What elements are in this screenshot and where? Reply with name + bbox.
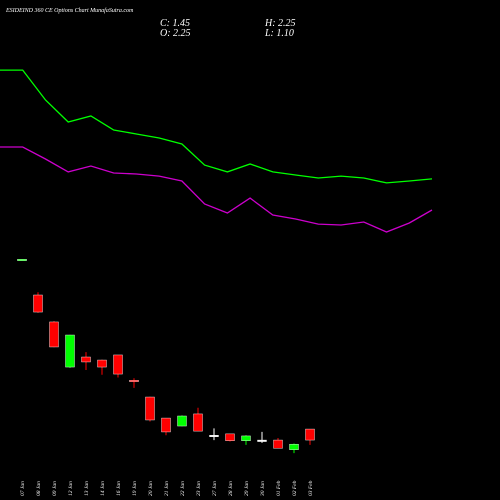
- candle-body: [273, 439, 283, 449]
- x-tick-label: 03 Feb: [308, 480, 314, 496]
- x-tick-label: 27 Jan: [212, 481, 218, 496]
- candle-body: [177, 415, 187, 427]
- x-tick-label: 12 Jan: [68, 481, 74, 496]
- candle-body: [17, 259, 27, 261]
- x-tick-label: 23 Jan: [196, 481, 202, 496]
- high-info: H: 2.25: [264, 18, 296, 29]
- candle-body: [33, 294, 43, 313]
- candle-body: [193, 413, 203, 432]
- candle-body: [129, 380, 139, 382]
- low-info: L: 1.10: [264, 28, 294, 39]
- candle-body: [305, 428, 315, 441]
- candle-body: [225, 433, 235, 441]
- x-tick-label: 19 Jan: [132, 481, 138, 496]
- x-tick-label: 22 Jan: [180, 481, 186, 496]
- candle-body: [65, 334, 75, 368]
- x-tick-label: 08 Jan: [36, 481, 42, 496]
- candle-body: [161, 417, 171, 433]
- x-tick-label: 02 Feb: [292, 480, 298, 496]
- x-tick-label: 13 Jan: [84, 481, 90, 496]
- ma-line: [0, 69, 433, 184]
- close-info: C: 1.45: [160, 18, 190, 29]
- candle-body: [97, 359, 107, 368]
- x-tick-label: 29 Jan: [244, 481, 250, 496]
- ma-line: [0, 146, 433, 233]
- candle-body: [289, 443, 299, 450]
- x-tick-label: 28 Jan: [228, 481, 234, 496]
- candle-body: [209, 435, 219, 437]
- candle-body: [145, 396, 155, 421]
- candle-body: [81, 356, 91, 363]
- candle-body: [257, 439, 267, 442]
- x-tick-label: 07 Jan: [20, 481, 26, 496]
- x-tick-label: 01 Feb: [276, 480, 282, 496]
- x-tick-label: 20 Jan: [148, 481, 154, 496]
- candle-body: [113, 354, 123, 375]
- chart-title: ESIDEIND 360 CE Options Chart MunafaSutr…: [5, 7, 134, 14]
- candle-body: [49, 321, 59, 348]
- x-tick-label: 30 Jan: [260, 481, 266, 497]
- x-tick-label: 09 Jan: [52, 481, 58, 496]
- x-tick-label: 21 Jan: [164, 481, 170, 496]
- candle-body: [241, 435, 251, 441]
- x-tick-label: 14 Jan: [99, 481, 106, 496]
- x-tick-label: 16 Jan: [116, 481, 122, 496]
- open-info: O: 2.25: [160, 28, 191, 39]
